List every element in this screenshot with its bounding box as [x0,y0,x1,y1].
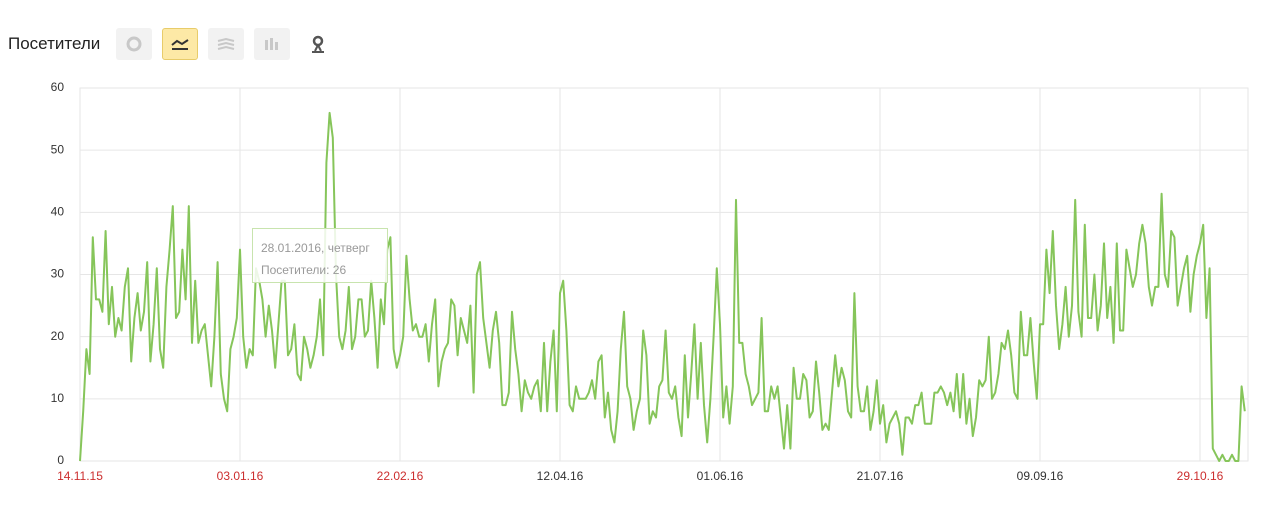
y-tick-label: 10 [51,391,65,405]
x-tick-label: 09.09.16 [1017,469,1064,483]
x-tick-label: 14.11.15 [57,469,103,483]
y-tick-label: 30 [51,267,65,281]
header-title: Посетители [8,34,101,53]
x-tick-label: 12.04.16 [537,469,584,483]
pie-button[interactable] [116,28,153,60]
icon [171,39,189,50]
tooltip: 28.01.2016, четверг Посетители: 26 [252,228,388,283]
line-button[interactable] [162,28,199,60]
tooltip-value: Посетители: 26 [261,263,347,277]
x-tick-label: 01.06.16 [697,469,744,483]
x-tick-label: 21.07.16 [857,469,904,483]
x-tick-label: 29.10.16 [1177,469,1224,483]
y-tick-label: 40 [51,205,65,219]
icon [218,37,235,50]
icon [312,35,325,53]
header: Посетители [8,28,336,60]
x-tick-label: 03.01.16 [217,469,264,483]
series-line [79,111,1246,462]
bar-button[interactable] [254,28,291,60]
y-tick-label: 60 [51,80,65,94]
tooltip-date: 28.01.2016, четверг [261,241,370,255]
y-tick-label: 50 [51,142,65,156]
icon [265,38,279,50]
area-button[interactable] [208,28,245,60]
icon [126,36,142,52]
y-tick-label: 0 [57,453,64,467]
x-tick-label: 22.02.16 [377,469,424,483]
y-tick-label: 20 [51,329,65,343]
map-button[interactable] [300,28,336,60]
